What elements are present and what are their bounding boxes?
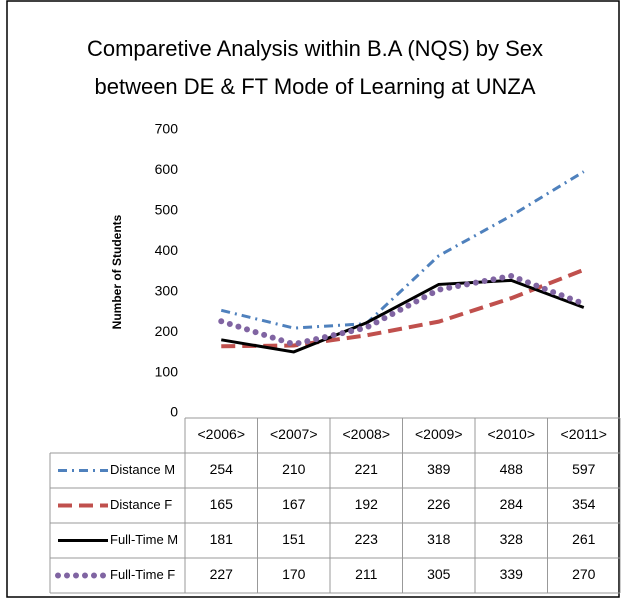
legend-label: Full-Time M — [110, 532, 178, 547]
series-line — [220, 170, 585, 330]
y-tick-label: 600 — [155, 161, 179, 177]
table-value: 223 — [355, 531, 379, 547]
y-tick-label: 100 — [155, 363, 179, 379]
chart-title: between DE & FT Mode of Learning at UNZA — [94, 74, 535, 99]
y-axis-label: Number of Students — [110, 214, 124, 329]
table-value: 192 — [355, 496, 379, 512]
table-value: 254 — [210, 461, 234, 477]
table-value: 211 — [355, 566, 378, 582]
legend-label: Distance F — [110, 497, 172, 512]
x-tick-label: <2009> — [415, 426, 463, 442]
table-value: 284 — [500, 496, 524, 512]
table-value: 221 — [355, 461, 379, 477]
series-line — [221, 278, 585, 354]
table-value: 488 — [500, 461, 524, 477]
y-tick-label: 700 — [155, 121, 179, 137]
table-value: 597 — [572, 461, 596, 477]
table-value: 261 — [572, 531, 596, 547]
table-value: 227 — [210, 566, 234, 582]
legend-label: Distance M — [110, 462, 175, 477]
table-value: 170 — [282, 566, 306, 582]
y-tick-label: 0 — [170, 404, 178, 420]
table-value: 354 — [572, 496, 596, 512]
x-tick-label: <2006> — [198, 426, 246, 442]
y-tick-label: 300 — [155, 282, 179, 298]
y-tick-label: 500 — [155, 202, 179, 218]
table-value: 328 — [500, 531, 524, 547]
legend-label: Full-Time F — [110, 567, 175, 582]
table-value: 339 — [500, 566, 524, 582]
table-value: 389 — [427, 461, 451, 477]
table-value: 210 — [282, 461, 306, 477]
table-value: 151 — [282, 531, 306, 547]
table-value: 270 — [572, 566, 596, 582]
x-tick-label: <2010> — [488, 426, 536, 442]
series-line — [218, 272, 587, 348]
table-value: 226 — [427, 496, 451, 512]
table-value: 181 — [210, 531, 234, 547]
table-value: 167 — [282, 496, 306, 512]
frame — [6, 0, 620, 598]
y-tick-label: 200 — [155, 323, 179, 339]
x-tick-label: <2007> — [270, 426, 318, 442]
table-value: 305 — [427, 566, 451, 582]
table-value: 318 — [427, 531, 451, 547]
chart-title: Comparetive Analysis within B.A (NQS) by… — [87, 36, 543, 61]
x-tick-label: <2011> — [561, 426, 607, 442]
y-tick-label: 400 — [155, 242, 179, 258]
table-value: 165 — [210, 496, 234, 512]
x-tick-label: <2008> — [343, 426, 391, 442]
